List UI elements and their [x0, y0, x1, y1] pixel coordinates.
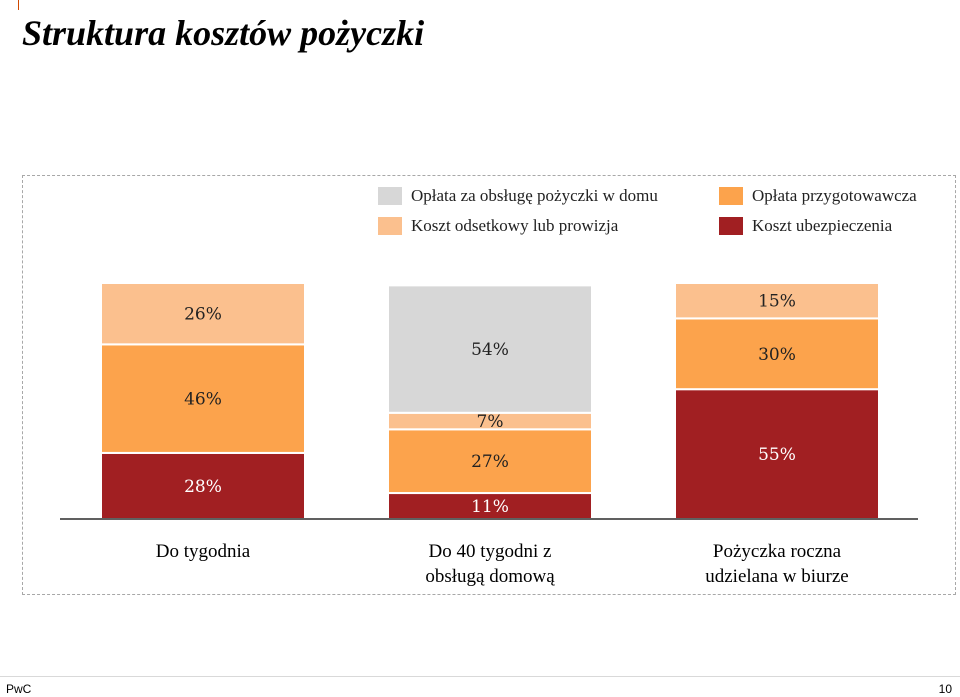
data-label: 26% [184, 305, 222, 325]
bar-segment [674, 317, 880, 391]
category-label: Pożyczka roczna [713, 541, 842, 562]
legend-swatch [378, 187, 402, 205]
data-label: 7% [477, 412, 504, 432]
legend-swatch [719, 187, 743, 205]
bar-segment [100, 282, 306, 346]
legend-label: Koszt ubezpieczenia [752, 216, 893, 235]
corner-mark [18, 0, 19, 10]
page-number: 10 [938, 682, 952, 696]
category-label: Do tygodnia [156, 541, 251, 562]
data-label: 27% [471, 452, 509, 472]
footer-brand: PwC [6, 682, 32, 696]
legend-label: Opłata za obsługę pożyczki w domu [411, 186, 658, 205]
bar-segment [674, 388, 880, 521]
legend-item-insurance: Koszt ubezpieczenia [719, 216, 892, 236]
legend-label: Koszt odsetkowy lub prowizja [411, 216, 619, 235]
data-label: 15% [758, 292, 796, 312]
legend-label: Opłata przygotowawcza [752, 186, 917, 205]
page-title: Struktura kosztów pożyczki [22, 13, 425, 53]
legend-swatch [378, 217, 402, 235]
bar-segment [674, 282, 880, 320]
chart-panel: Opłata za obsługę pożyczki w domu Opłata… [22, 175, 956, 595]
legend-item-home-service: Opłata za obsługę pożyczki w domu [378, 186, 658, 206]
data-label: 54% [471, 340, 509, 360]
data-label: 46% [184, 390, 222, 410]
category-label: obsługą domową [425, 566, 555, 587]
legend-item-preparation: Opłata przygotowawcza [719, 186, 917, 206]
data-label: 30% [758, 345, 796, 365]
legend-swatch [719, 217, 743, 235]
data-label: 28% [184, 477, 222, 497]
data-label: 11% [471, 497, 509, 517]
category-label: Do 40 tygodni z [429, 541, 552, 562]
bar-segment [387, 284, 593, 414]
bar-segment [387, 428, 593, 495]
category-label: udzielana w biurze [705, 566, 848, 587]
footer-divider [0, 676, 960, 677]
data-label: 55% [758, 445, 796, 465]
legend-item-interest: Koszt odsetkowy lub prowizja [378, 216, 618, 236]
